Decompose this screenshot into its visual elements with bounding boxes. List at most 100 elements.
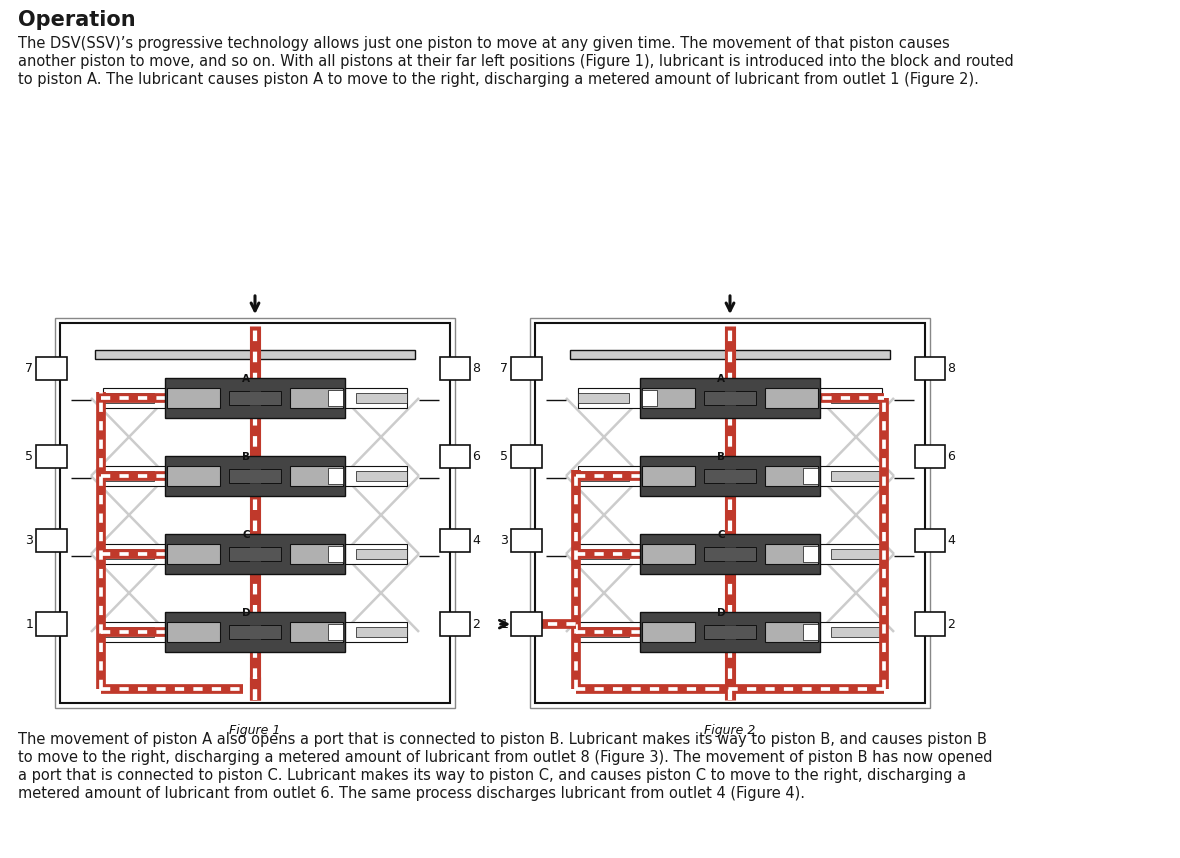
Text: 1: 1 [500, 618, 509, 631]
Bar [831, 549, 881, 559]
Bar [570, 350, 890, 359]
Text: C: C [717, 529, 725, 540]
Text: 8: 8 [472, 362, 480, 375]
Bar [165, 456, 345, 496]
Bar [356, 471, 407, 480]
Bar [511, 529, 542, 552]
Bar [103, 544, 407, 564]
Bar [328, 390, 343, 406]
Bar [328, 468, 343, 484]
Bar [103, 393, 155, 402]
Bar [578, 393, 629, 402]
Bar [229, 468, 281, 483]
Bar [165, 378, 345, 418]
Bar [168, 388, 219, 408]
Bar [642, 388, 695, 408]
Text: The movement of piston A also opens a port that is connected to piston B. Lubric: The movement of piston A also opens a po… [18, 732, 986, 747]
Bar [55, 318, 455, 708]
Bar [535, 323, 925, 703]
Bar [511, 357, 542, 380]
Bar [103, 466, 407, 486]
Bar [765, 466, 818, 486]
Bar [578, 471, 629, 480]
Bar [229, 391, 281, 405]
Bar [765, 622, 818, 642]
Bar [831, 627, 881, 637]
Bar [328, 547, 343, 562]
Bar [96, 350, 415, 359]
Bar [578, 622, 881, 642]
Bar [703, 547, 756, 561]
Bar [37, 613, 67, 636]
Text: A: A [717, 374, 726, 384]
Bar [356, 549, 407, 559]
Text: C: C [242, 529, 250, 540]
Text: A: A [242, 374, 250, 384]
Text: Operation: Operation [18, 10, 136, 30]
Text: 5: 5 [500, 450, 509, 463]
Bar [511, 444, 542, 468]
Bar [229, 625, 281, 639]
Text: 8: 8 [948, 362, 955, 375]
Bar [642, 390, 657, 406]
Bar [290, 622, 343, 642]
Text: metered amount of lubricant from outlet 6. The same process discharges lubricant: metered amount of lubricant from outlet … [18, 786, 805, 801]
Bar [440, 444, 471, 468]
Bar [703, 468, 756, 483]
Text: The DSV(SSV)’s progressive technology allows just one piston to move at any give: The DSV(SSV)’s progressive technology al… [18, 36, 950, 51]
Bar [37, 444, 67, 468]
Bar [511, 613, 542, 636]
Bar [578, 388, 881, 408]
Bar [37, 529, 67, 552]
Bar [804, 468, 818, 484]
Bar [765, 388, 818, 408]
Bar [703, 391, 756, 405]
Text: D: D [242, 607, 250, 618]
Bar [640, 534, 820, 574]
Bar [290, 388, 343, 408]
Text: 6: 6 [472, 450, 480, 463]
Text: a port that is connected to piston C. Lubricant makes its way to piston C, and c: a port that is connected to piston C. Lu… [18, 768, 966, 783]
Bar [37, 357, 67, 380]
Bar [440, 529, 471, 552]
Bar [914, 357, 945, 380]
Bar [290, 544, 343, 564]
Bar [168, 466, 219, 486]
Text: to move to the right, discharging a metered amount of lubricant from outlet 8 (F: to move to the right, discharging a mete… [18, 750, 992, 765]
Bar [831, 471, 881, 480]
Bar [914, 529, 945, 552]
Bar [640, 612, 820, 652]
Bar [640, 456, 820, 496]
Bar [168, 544, 219, 564]
Text: to piston A. The lubricant causes piston A to move to the right, discharging a m: to piston A. The lubricant causes piston… [18, 72, 979, 87]
Bar [640, 378, 820, 418]
Bar [578, 466, 881, 486]
Bar [165, 534, 345, 574]
Bar [103, 627, 155, 637]
Bar [831, 393, 881, 402]
Text: 3: 3 [26, 534, 33, 547]
Bar [168, 622, 219, 642]
Text: D: D [717, 607, 726, 618]
Text: Figure 2: Figure 2 [704, 724, 755, 737]
Bar [703, 625, 756, 639]
Bar [530, 318, 930, 708]
Text: 1: 1 [26, 618, 33, 631]
Text: 7: 7 [500, 362, 509, 375]
Bar [642, 622, 695, 642]
Text: 7: 7 [25, 362, 33, 375]
Text: 5: 5 [25, 450, 33, 463]
Bar [229, 547, 281, 561]
Text: 2: 2 [472, 618, 480, 631]
Bar [290, 466, 343, 486]
Text: B: B [717, 452, 726, 462]
Text: 2: 2 [948, 618, 955, 631]
Text: 4: 4 [948, 534, 955, 547]
Bar [328, 625, 343, 640]
Bar [765, 544, 818, 564]
Text: 4: 4 [472, 534, 480, 547]
Bar [642, 466, 695, 486]
Bar [440, 357, 471, 380]
Text: B: B [242, 452, 250, 462]
Bar [914, 444, 945, 468]
